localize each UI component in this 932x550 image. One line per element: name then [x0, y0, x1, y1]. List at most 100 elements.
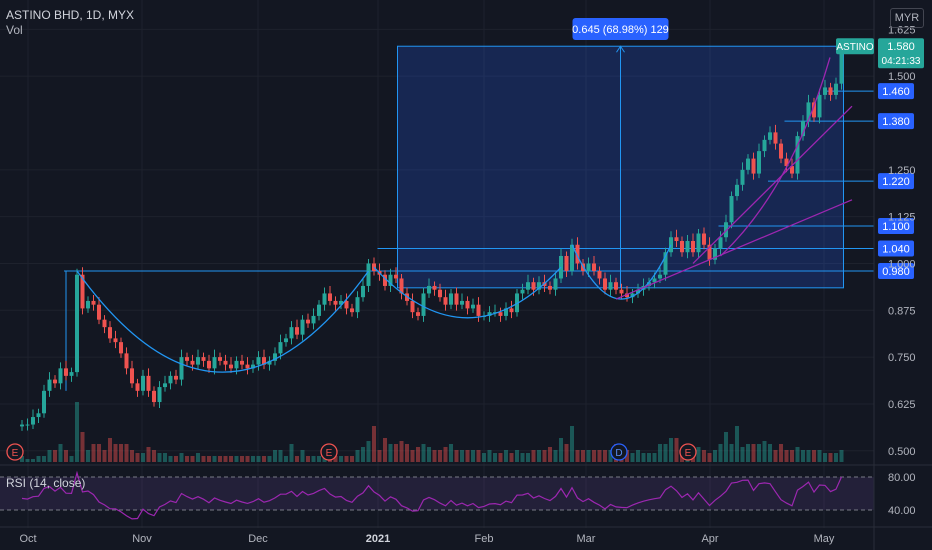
volume-bar	[361, 447, 365, 462]
volume-bar	[317, 456, 321, 462]
candle-body	[130, 368, 134, 384]
volume-bar	[113, 444, 118, 462]
volume-bar	[498, 453, 503, 462]
candle-body	[25, 424, 30, 426]
candle-body	[531, 282, 536, 290]
symbol-title[interactable]: ASTINO BHD, 1D, MYX	[6, 8, 135, 22]
volume-bar	[207, 456, 211, 462]
candle-body	[740, 169, 745, 185]
volume-bar	[53, 450, 57, 462]
rsi-band	[0, 477, 874, 510]
level-tag-text: 0.980	[882, 266, 910, 278]
measure-tool[interactable]: 0.645 (68.98%) 129	[397, 18, 844, 289]
volume-bar	[141, 453, 145, 462]
level-tag-text: 1.220	[882, 176, 910, 188]
candle-body	[113, 338, 118, 343]
volume-bar	[828, 453, 833, 462]
volume-bar	[190, 456, 195, 462]
time-label: May	[814, 533, 835, 545]
symbol-tag-text: ASTINO	[836, 42, 873, 53]
volume-bar	[47, 450, 52, 462]
horizontal-levels[interactable]: 1.460 1.380 1.220 1.100 1.040 0.980	[64, 83, 914, 391]
volume-bar	[372, 426, 376, 462]
event-marker-label: D	[615, 448, 622, 459]
price-tick: 1.125	[888, 212, 916, 224]
volume-bar	[537, 450, 541, 462]
candle-body	[311, 315, 316, 324]
candle-body	[185, 357, 189, 361]
candle-body	[834, 83, 838, 95]
volume-bar	[152, 450, 156, 462]
candle-body	[498, 312, 503, 316]
candle-body	[80, 274, 85, 309]
candle-body	[520, 289, 525, 294]
volume-bar	[757, 444, 761, 462]
currency-button[interactable]: MYR	[890, 8, 924, 28]
volume-bar	[229, 456, 233, 462]
candle-body	[828, 87, 833, 95]
time-label: Oct	[19, 533, 36, 545]
volume-bar	[245, 456, 250, 462]
trend-drawings[interactable]	[76, 57, 853, 373]
volume-bar	[350, 456, 354, 462]
candle-body	[762, 139, 767, 152]
volume-bar	[718, 444, 723, 462]
volume-bar	[592, 450, 596, 462]
price-tick: 0.875	[888, 305, 916, 317]
volume-bar	[817, 450, 822, 462]
trendline-2	[692, 105, 853, 264]
candle-body	[652, 278, 657, 283]
candle-body	[608, 282, 613, 290]
candle-body	[553, 278, 558, 290]
volume-bar	[597, 450, 602, 462]
volume-bar	[130, 450, 134, 462]
volume-bar	[284, 456, 288, 462]
candle-body	[663, 252, 668, 275]
volume-bar	[625, 450, 629, 462]
candle-body	[526, 282, 530, 290]
volume-label[interactable]: Vol	[6, 23, 23, 37]
volume-bar	[658, 444, 662, 462]
candle-body	[262, 357, 266, 365]
candle-body	[163, 383, 167, 388]
time-label: Dec	[248, 533, 268, 545]
candle-body	[240, 360, 244, 365]
candle-body	[366, 263, 371, 286]
candle-body	[751, 158, 756, 174]
level-tag	[878, 83, 914, 100]
volume-bar	[482, 453, 486, 462]
volume-bar	[823, 453, 827, 462]
volume-bar	[707, 453, 712, 462]
volume-bar	[548, 447, 552, 462]
level-tag-text: 1.040	[882, 243, 910, 255]
time-axis[interactable]: Oct Nov Dec 2021 Feb Mar Apr May	[0, 526, 932, 545]
candle-body	[119, 342, 123, 354]
volume-bar	[740, 447, 745, 462]
candle-body	[724, 222, 728, 238]
volume-bar	[504, 450, 508, 462]
candle-body	[196, 357, 200, 365]
volume-bar	[69, 456, 74, 462]
candle-body	[383, 274, 387, 286]
volume-bar	[652, 453, 657, 462]
candle-body	[812, 102, 816, 118]
candle-body	[438, 289, 442, 298]
candle-body	[680, 241, 684, 253]
bar-countdown: 04:21:33	[882, 56, 921, 67]
candle-body	[432, 285, 437, 290]
volume-bar	[306, 456, 310, 462]
time-label: Mar	[577, 533, 596, 545]
volume-bar	[553, 450, 558, 462]
candle-body	[603, 278, 607, 290]
volume-bar	[42, 456, 46, 462]
candle-body	[773, 132, 778, 144]
volume-bar	[630, 453, 635, 462]
candle-body	[597, 270, 602, 279]
rsi-label[interactable]: RSI (14, close)	[6, 476, 86, 490]
volume-bar	[713, 450, 717, 462]
volume-bar	[735, 426, 739, 462]
volume-bar	[839, 450, 844, 462]
cup-arc-3	[571, 244, 672, 300]
